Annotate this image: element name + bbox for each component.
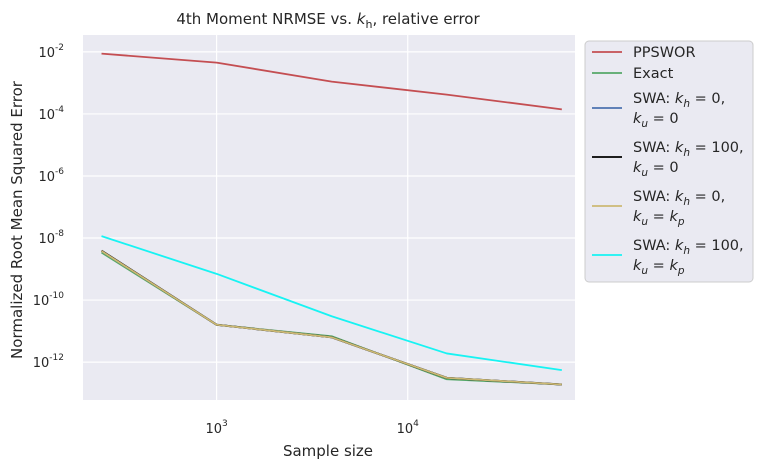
legend-label-5: SWA: kh​ = 100,	[633, 238, 744, 257]
legend-label-3: ku​ = 0	[633, 160, 679, 179]
x-axis-label: Sample size	[283, 442, 373, 460]
y-tick-label: 10-12	[33, 353, 64, 371]
legend-label-3: SWA: kh​ = 100,	[633, 140, 744, 159]
legend-label-2: SWA: kh​ = 0,	[633, 91, 725, 110]
x-tick-labels: 103 104	[205, 419, 419, 437]
x-tick-label: 104	[397, 419, 420, 437]
series-line-0	[101, 52, 562, 111]
legend-label-4: SWA: kh​ = 0,	[633, 189, 725, 208]
legend-label-1: Exact	[633, 66, 674, 82]
y-tick-label: 10-4	[38, 105, 64, 123]
y-tick-label: 10-10	[33, 291, 65, 309]
series-line-4	[101, 250, 562, 386]
legend-label-4: ku​ = kp​	[633, 209, 685, 228]
y-tick-label: 10-6	[38, 167, 64, 185]
x-tick-label: 103	[205, 419, 227, 437]
series-lines	[100, 52, 562, 386]
legend-label-5: ku​ = kp​	[633, 258, 685, 277]
y-tick-labels: 10-2 10-4 10-6 10-8 10-10 10-12	[33, 43, 65, 371]
plot-area	[83, 35, 575, 400]
y-tick-label: 10-2	[38, 43, 64, 61]
y-axis-label: Normalized Root Mean Squared Error	[8, 80, 26, 359]
grid-lines	[83, 35, 575, 400]
y-tick-label: 10-8	[38, 229, 64, 247]
legend-label-2: ku​ = 0	[633, 111, 679, 130]
legend-label-0: PPSWOR	[633, 45, 696, 61]
series-line-5	[101, 235, 562, 372]
legend-box	[584, 40, 754, 283]
chart-title: 4th Moment NRMSE vs. kh, relative error	[176, 10, 480, 31]
